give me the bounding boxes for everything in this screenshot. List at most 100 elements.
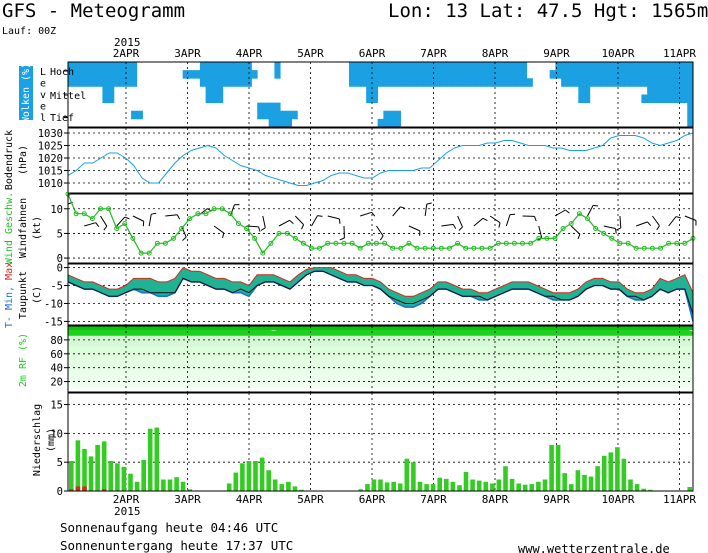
cloud-cell (366, 78, 373, 87)
cloud-cell (217, 78, 224, 87)
cloud-cell (675, 70, 682, 79)
cloud-cell (681, 62, 688, 71)
wind-barb-flag (289, 219, 294, 225)
time-label-top: 9APR (543, 47, 570, 60)
cloud-cell (647, 70, 654, 79)
cloud-cell (572, 78, 579, 87)
cloud-cell (457, 70, 465, 79)
wind-speed-point (98, 206, 103, 212)
y-tick-label: 0 (57, 263, 63, 275)
site-link[interactable]: www.wetterzentrale.de (518, 542, 670, 553)
precip-bar (424, 484, 429, 491)
year-label-top: 2015 (114, 36, 141, 49)
precip-bar (378, 479, 383, 491)
cloud-cell (595, 78, 602, 87)
cloud-cell (394, 118, 401, 128)
level-letter: l (40, 113, 46, 124)
cloud-cell (280, 110, 287, 120)
cloud-cell (664, 86, 671, 95)
y-tick-label: 10 (50, 428, 63, 440)
cloud-cell (389, 62, 396, 71)
precip-bar (444, 478, 449, 491)
panel-frame-rf (67, 325, 694, 393)
wind-barb (408, 225, 421, 232)
cloud-cell (205, 94, 212, 104)
cloud-cell (360, 78, 367, 87)
cloud-cell (681, 70, 688, 79)
y-tick-label: -10 (44, 298, 63, 310)
wind-speed-point (81, 211, 87, 217)
cloud-cell (348, 78, 356, 87)
cloud-cell (498, 62, 505, 71)
wind-speed-point (422, 245, 428, 251)
cloud-cell (113, 62, 121, 71)
cloud-cell (389, 110, 396, 120)
wind-barb (294, 215, 304, 225)
cloud-cell (498, 78, 505, 87)
sunrise-text: Sonnenaufgang heute 04:46 UTC (60, 520, 278, 535)
wind-speed-point (438, 245, 444, 251)
cloud-cell (664, 62, 671, 71)
wind-speed-point (585, 216, 590, 222)
precip-bar (588, 476, 594, 491)
cloud-cell (417, 70, 424, 79)
cloud-cell (561, 70, 568, 79)
cloud-cell (119, 62, 126, 71)
wind-barb (84, 222, 96, 227)
cloud-cell (199, 78, 207, 87)
ylabel-part: 2m RF (%) (18, 333, 29, 387)
cloud-level-label: Hoch (50, 67, 74, 78)
temp-range-area (68, 267, 693, 322)
precip-bar (180, 481, 186, 491)
wind-speed-point (195, 211, 201, 217)
cloud-cell (108, 62, 115, 71)
cloud-cell (377, 62, 384, 71)
y-tick-label: -15 (44, 316, 63, 328)
wind-barb (360, 211, 372, 217)
wind-barb (554, 209, 566, 217)
cloud-cell (96, 78, 103, 87)
precip-bar (595, 466, 600, 491)
cloud-cell (520, 70, 528, 79)
cloud-cell (217, 70, 224, 79)
cloud-cell (589, 62, 596, 71)
cloud-cell (566, 62, 573, 71)
precip-bar (562, 473, 567, 491)
wind-speed-point (171, 235, 176, 241)
wind-speed-point (455, 240, 461, 246)
wind-barb-flag (565, 209, 570, 214)
precip-bar (470, 479, 475, 491)
cloud-cell (681, 94, 688, 104)
wind-speed-point (520, 240, 525, 246)
wind-speed-point (495, 240, 501, 246)
precip-bar (75, 440, 81, 491)
wind-barb (376, 225, 384, 237)
cloud-cell (589, 70, 596, 79)
wind-barb (587, 205, 594, 217)
cloud-cell (383, 110, 390, 120)
wind-barb-flag (338, 218, 341, 224)
cloud-cell (492, 70, 499, 79)
precip-bar (384, 482, 390, 491)
cloud-cell (68, 70, 75, 79)
cloud-cell (463, 62, 470, 71)
cloud-cell (629, 62, 637, 71)
cloud-cell (205, 62, 212, 71)
wind-speed-point (576, 211, 582, 217)
wind-speed-point (447, 245, 452, 251)
cloud-cell (377, 78, 384, 87)
pressure-line (67, 132, 694, 186)
cloud-cell (658, 70, 665, 79)
cloud-cell (687, 110, 694, 120)
wind-barb-flag (593, 204, 599, 207)
cloud-cell (366, 62, 373, 71)
cloud-cell (291, 110, 298, 120)
precip-bar (457, 485, 462, 491)
cloud-cell (475, 70, 482, 79)
wind-speed-point (536, 235, 542, 241)
cloud-cell (492, 62, 499, 71)
cloud-cell (119, 78, 126, 87)
wind-speed-point (641, 245, 647, 251)
cloud-cell (475, 78, 482, 87)
cloud-cell (687, 94, 694, 104)
